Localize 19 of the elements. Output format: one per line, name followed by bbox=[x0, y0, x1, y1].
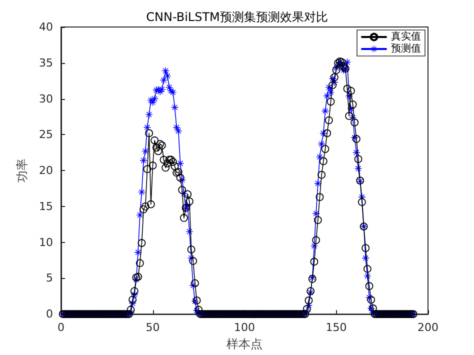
y-axis-title: 功率 bbox=[15, 158, 30, 183]
y-tick-label: 15 bbox=[39, 200, 53, 213]
y-tick-label: 20 bbox=[39, 164, 53, 178]
y-tick-label: 30 bbox=[39, 92, 53, 106]
legend-label: 预测值 bbox=[391, 42, 421, 54]
y-tick-label: 35 bbox=[39, 56, 53, 70]
y-tick-label: 40 bbox=[39, 20, 53, 34]
x-tick-label: 50 bbox=[146, 321, 160, 334]
x-axis-title: 样本点 bbox=[226, 337, 262, 351]
chart-title: CNN-BiLSTM预测集预测效果对比 bbox=[146, 10, 328, 24]
legend-label: 真实值 bbox=[391, 30, 421, 42]
x-tick-label: 150 bbox=[326, 321, 347, 334]
y-tick-label: 10 bbox=[39, 236, 53, 249]
x-tick-label: 200 bbox=[418, 321, 438, 334]
y-tick-label: 5 bbox=[46, 272, 53, 285]
x-tick-label: 100 bbox=[234, 321, 255, 334]
x-tick-label: 0 bbox=[58, 321, 64, 334]
y-tick-label: 0 bbox=[46, 308, 53, 321]
y-tick-label: 25 bbox=[39, 128, 53, 142]
